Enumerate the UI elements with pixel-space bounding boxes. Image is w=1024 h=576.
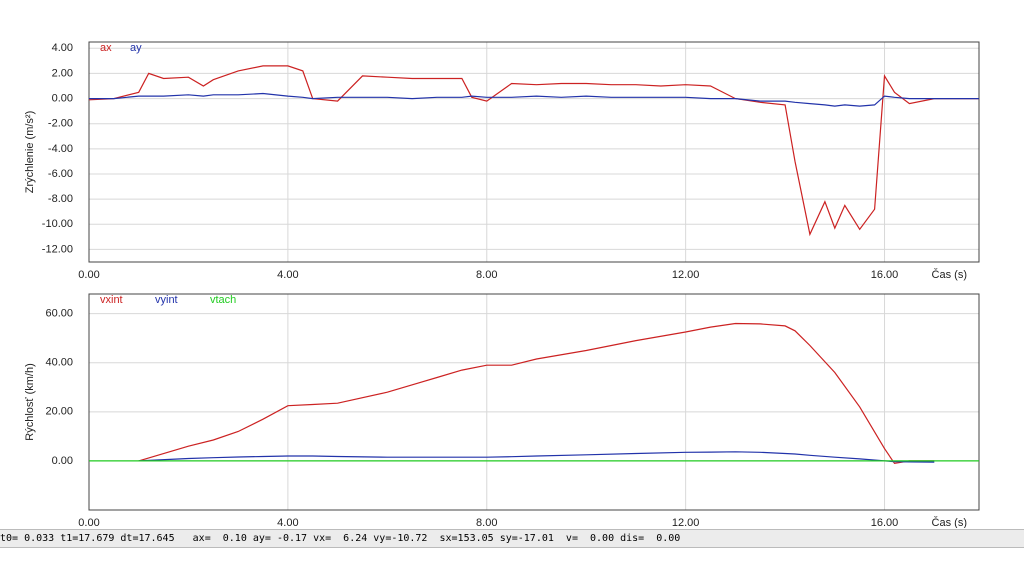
y-axis-label: Rýchlosť (km/h) (24, 363, 36, 440)
y-tick-label: 40.00 (45, 357, 73, 369)
x-tick-label: 16.00 (871, 517, 899, 528)
x-tick-label: 12.00 (672, 517, 700, 528)
y-tick-label: 0.00 (52, 455, 73, 467)
y-tick-label: 4.00 (52, 42, 73, 54)
y-tick-label: 0.00 (52, 92, 73, 104)
series-line (89, 92, 979, 107)
legend-entry: ax (100, 42, 112, 54)
legend-entry: ay (130, 42, 142, 54)
legend-entry: vtach (210, 294, 236, 306)
y-tick-label: 20.00 (45, 406, 73, 418)
y-tick-label: -8.00 (48, 193, 73, 205)
plot-frame (88, 293, 980, 511)
series-line (138, 322, 935, 465)
series-line (138, 451, 935, 463)
legend-entry: vxint (100, 294, 123, 306)
y-axis-label: Zrýchlenie (m/s²) (24, 111, 36, 194)
x-axis-label: Čas (s) (932, 516, 967, 528)
x-tick-label: 4.00 (277, 269, 298, 281)
y-tick-label: -2.00 (48, 118, 73, 130)
x-tick-label: 12.00 (672, 269, 700, 281)
x-axis-label: Čas (s) (932, 268, 967, 281)
x-tick-label: 8.00 (476, 269, 497, 281)
x-tick-label: 0.00 (78, 517, 99, 528)
y-tick-label: 60.00 (45, 308, 73, 320)
x-tick-label: 16.00 (871, 269, 899, 281)
y-tick-label: 2.00 (52, 67, 73, 79)
x-tick-label: 4.00 (277, 517, 298, 528)
status-bar: t0= 0.033 t1=17.679 dt=17.645 ax= 0.10 a… (0, 529, 1024, 548)
x-tick-label: 0.00 (78, 269, 99, 281)
x-tick-label: 8.00 (476, 517, 497, 528)
plot-frame (88, 41, 980, 263)
y-tick-label: -10.00 (42, 218, 73, 230)
legend-entry: vyint (155, 294, 178, 306)
y-tick-label: -6.00 (48, 168, 73, 180)
series-line (88, 65, 979, 237)
y-tick-label: -12.00 (42, 243, 73, 255)
y-tick-label: -4.00 (48, 143, 73, 155)
charts: 4.00 2.00 0.00 -2.00 -4.00 -6.00 -8.00 -10.00 -1… (24, 41, 980, 529)
